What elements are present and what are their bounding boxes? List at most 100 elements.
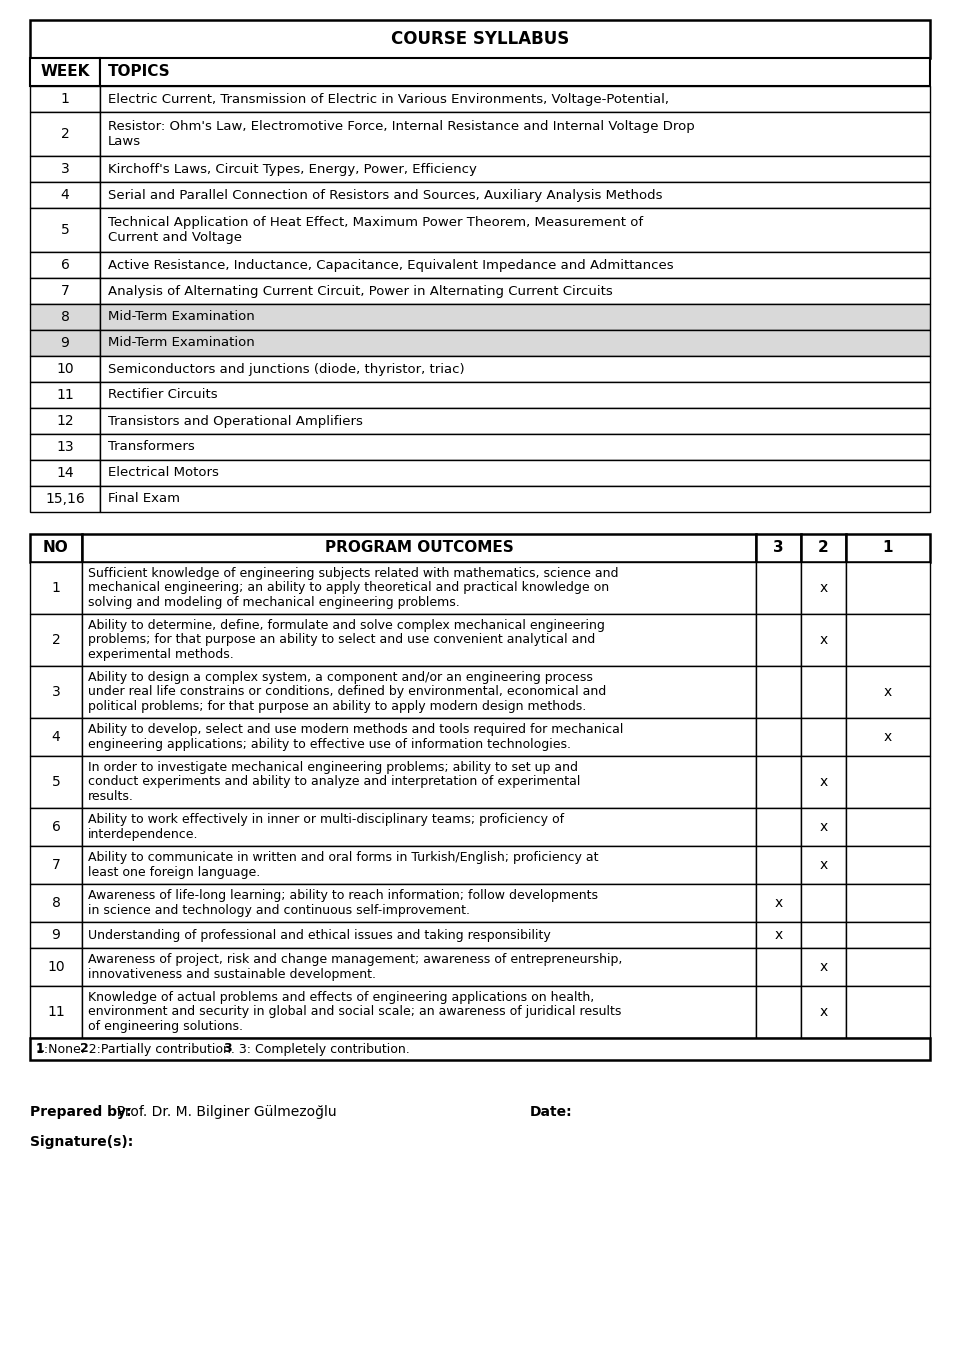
Text: 2: 2 xyxy=(52,632,60,647)
Text: Awareness of project, risk and change management; awareness of entrepreneurship,: Awareness of project, risk and change ma… xyxy=(88,953,622,966)
Text: solving and modeling of mechanical engineering problems.: solving and modeling of mechanical engin… xyxy=(88,596,460,609)
Text: Ability to communicate in written and oral forms in Turkish/English; proficiency: Ability to communicate in written and or… xyxy=(88,851,598,864)
Bar xyxy=(100,460,930,486)
Text: 10: 10 xyxy=(47,960,65,974)
Text: innovativeness and sustainable development.: innovativeness and sustainable developme… xyxy=(88,968,376,981)
Text: Laws: Laws xyxy=(108,135,141,148)
Bar xyxy=(30,460,100,486)
Bar xyxy=(801,884,846,922)
Text: Understanding of professional and ethical issues and taking responsibility: Understanding of professional and ethica… xyxy=(88,929,551,941)
Bar xyxy=(756,756,801,808)
Bar xyxy=(100,182,930,208)
Text: problems; for that purpose an ability to select and use convenient analytical an: problems; for that purpose an ability to… xyxy=(88,634,595,646)
Bar xyxy=(846,948,930,986)
Text: 15,16: 15,16 xyxy=(45,492,84,506)
Bar xyxy=(756,666,801,718)
Bar xyxy=(30,434,100,460)
Text: Prepared by:: Prepared by: xyxy=(30,1104,132,1119)
Text: x: x xyxy=(884,685,892,699)
Bar xyxy=(756,613,801,666)
Text: 9: 9 xyxy=(60,336,69,350)
Bar xyxy=(30,884,82,922)
Text: under real life constrains or conditions, defined by environmental, economical a: under real life constrains or conditions… xyxy=(88,685,607,699)
Bar xyxy=(30,756,82,808)
Bar xyxy=(100,356,930,382)
Text: 8: 8 xyxy=(60,310,69,324)
Text: 10: 10 xyxy=(57,362,74,375)
Text: Signature(s):: Signature(s): xyxy=(30,1136,133,1149)
Bar xyxy=(100,156,930,182)
Text: 8: 8 xyxy=(52,896,60,910)
Text: x: x xyxy=(775,896,782,910)
Bar xyxy=(846,534,930,562)
Text: 4: 4 xyxy=(52,730,60,744)
Text: 6: 6 xyxy=(52,820,60,834)
Text: 1: 1 xyxy=(36,1043,45,1055)
Bar xyxy=(30,408,100,434)
Bar xyxy=(756,718,801,756)
Text: 14: 14 xyxy=(57,466,74,480)
Text: Semiconductors and junctions (diode, thyristor, triac): Semiconductors and junctions (diode, thy… xyxy=(108,363,465,375)
Bar xyxy=(30,808,82,846)
Text: Sufficient knowledge of engineering subjects related with mathematics, science a: Sufficient knowledge of engineering subj… xyxy=(88,567,618,579)
Text: Ability to develop, select and use modern methods and tools required for mechani: Ability to develop, select and use moder… xyxy=(88,724,623,736)
Bar xyxy=(100,86,930,112)
Bar xyxy=(30,666,82,718)
Bar xyxy=(30,534,82,562)
Bar xyxy=(82,808,756,846)
Bar xyxy=(100,277,930,305)
Text: 4: 4 xyxy=(60,188,69,203)
Text: PROGRAM OUTCOMES: PROGRAM OUTCOMES xyxy=(324,540,514,555)
Bar xyxy=(30,1038,930,1059)
Text: x: x xyxy=(820,820,828,834)
Text: x: x xyxy=(820,632,828,647)
Text: 1: 1 xyxy=(60,92,69,106)
Bar xyxy=(801,948,846,986)
Bar xyxy=(30,718,82,756)
Text: 1: 1 xyxy=(883,540,893,555)
Text: Prof. Dr. M. Bilginer Gülmezoğlu: Prof. Dr. M. Bilginer Gülmezoğlu xyxy=(108,1104,337,1119)
Text: Electric Current, Transmission of Electric in Various Environments, Voltage-Pote: Electric Current, Transmission of Electr… xyxy=(108,92,669,106)
Bar xyxy=(100,252,930,277)
Bar xyxy=(30,330,100,356)
Bar xyxy=(846,718,930,756)
Text: Transistors and Operational Amplifiers: Transistors and Operational Amplifiers xyxy=(108,415,363,427)
Text: Resistor: Ohm's Law, Electromotive Force, Internal Resistance and Internal Volta: Resistor: Ohm's Law, Electromotive Force… xyxy=(108,120,695,133)
Text: Awareness of life-long learning; ability to reach information; follow developmen: Awareness of life-long learning; ability… xyxy=(88,889,598,902)
Bar xyxy=(30,305,100,330)
Bar xyxy=(100,58,930,86)
Text: 7: 7 xyxy=(60,284,69,298)
Text: Serial and Parallel Connection of Resistors and Sources, Auxiliary Analysis Meth: Serial and Parallel Connection of Resist… xyxy=(108,189,662,201)
Bar xyxy=(801,718,846,756)
Bar xyxy=(30,182,100,208)
Text: 3: 3 xyxy=(60,162,69,175)
Bar xyxy=(846,562,930,613)
Text: Rectifier Circuits: Rectifier Circuits xyxy=(108,389,218,401)
Text: environment and security in global and social scale; an awareness of juridical r: environment and security in global and s… xyxy=(88,1005,621,1019)
Bar xyxy=(801,534,846,562)
Bar xyxy=(30,382,100,408)
Bar xyxy=(756,562,801,613)
Text: 3: 3 xyxy=(223,1043,231,1055)
Bar xyxy=(30,252,100,277)
Bar xyxy=(30,846,82,884)
Text: of engineering solutions.: of engineering solutions. xyxy=(88,1020,243,1034)
Text: 5: 5 xyxy=(52,775,60,789)
Bar xyxy=(30,356,100,382)
Bar xyxy=(846,922,930,948)
Text: Knowledge of actual problems and effects of engineering applications on health,: Knowledge of actual problems and effects… xyxy=(88,991,594,1004)
Bar xyxy=(30,486,100,511)
Text: Analysis of Alternating Current Circuit, Power in Alternating Current Circuits: Analysis of Alternating Current Circuit,… xyxy=(108,284,612,298)
Text: 5: 5 xyxy=(60,223,69,237)
Bar xyxy=(30,922,82,948)
Text: 11: 11 xyxy=(56,388,74,403)
Text: x: x xyxy=(820,775,828,789)
Text: interdependence.: interdependence. xyxy=(88,828,199,840)
Text: x: x xyxy=(884,730,892,744)
Text: experimental methods.: experimental methods. xyxy=(88,647,233,661)
Bar xyxy=(100,382,930,408)
Bar xyxy=(82,613,756,666)
Bar xyxy=(82,884,756,922)
Text: 1: 1 xyxy=(52,581,60,596)
Bar xyxy=(30,20,930,58)
